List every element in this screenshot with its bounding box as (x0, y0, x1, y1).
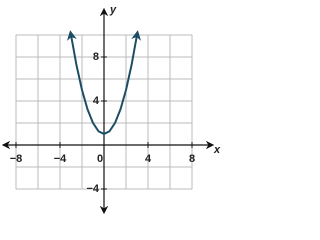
x-tick-label: −4 (54, 153, 67, 165)
ticks: −8 −4 0 4 8 −4 4 8 (10, 51, 195, 195)
x-axis-label: x (213, 144, 221, 156)
y-axis-label: y (109, 4, 117, 16)
y-tick-label: 4 (93, 95, 100, 107)
x-tick-label: −8 (10, 153, 23, 165)
x-tick-label: 4 (145, 153, 152, 165)
x-tick-label: 8 (189, 153, 195, 165)
y-tick-label: 8 (93, 51, 99, 63)
y-tick-label: −4 (86, 183, 99, 195)
x-tick-label: 0 (97, 153, 103, 165)
curve (66, 30, 142, 135)
chart: x y −8 −4 0 4 8 −4 4 8 (1, 4, 221, 215)
